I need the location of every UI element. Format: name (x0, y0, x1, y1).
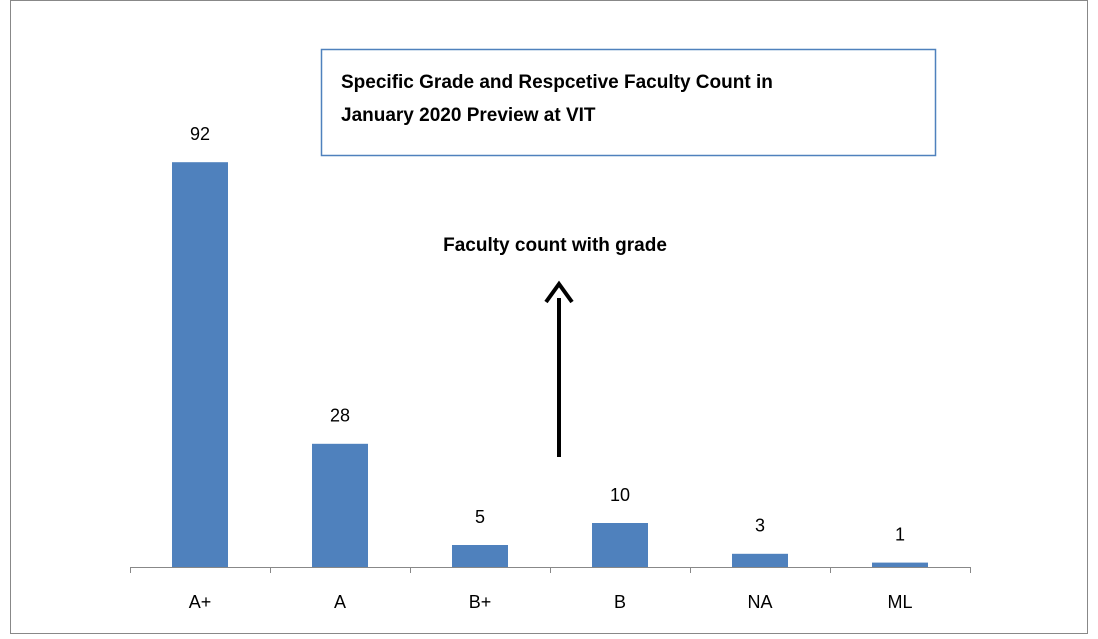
x-tick-label: A (334, 592, 346, 612)
bar (872, 562, 928, 567)
data-label: 28 (330, 406, 350, 426)
x-tick-label: B (614, 592, 626, 612)
data-label: 1 (895, 524, 905, 544)
data-label: 5 (475, 507, 485, 527)
annotation: Faculty count with grade (443, 235, 667, 256)
x-tick-label: B+ (469, 592, 492, 612)
chart-title: January 2020 Preview at VIT (341, 105, 596, 126)
bar (172, 162, 228, 567)
x-tick-label: NA (747, 592, 772, 612)
title-box (320, 48, 937, 157)
bar (312, 443, 368, 567)
data-label: 10 (610, 485, 630, 505)
data-label: 92 (190, 124, 210, 144)
bar (452, 545, 508, 567)
bar (732, 553, 788, 567)
data-label: 3 (755, 516, 765, 536)
x-tick-label: ML (887, 592, 912, 612)
x-tick-label: A+ (189, 592, 212, 612)
chart-title: Specific Grade and Respcetive Faculty Co… (341, 72, 773, 93)
arrow-head (544, 280, 574, 304)
bar (592, 523, 648, 567)
